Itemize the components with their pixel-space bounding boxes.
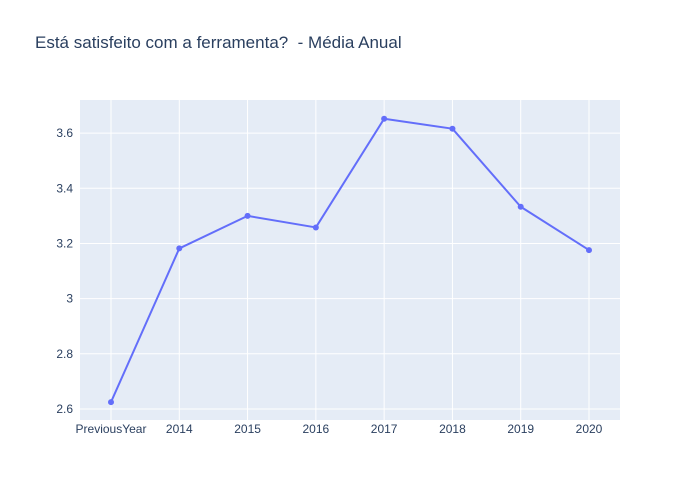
y-axis-ticks: 2.6 2.8 3 3.2 3.4 3.6 [56,126,73,416]
x-tick-label: 2018 [439,422,466,436]
x-tick-label: 2019 [507,422,534,436]
x-axis-ticks: PreviousYear 2014 2015 2016 2017 2018 2019 2020 [76,422,603,436]
y-tick-label: 2.8 [56,347,73,361]
chart-title: Está satisfeito com a ferramenta? - Médi… [35,33,402,52]
x-tick-label: 2020 [576,422,603,436]
data-point[interactable] [108,399,114,406]
x-tick-label: 2014 [166,422,193,436]
data-point[interactable] [449,125,456,132]
data-point[interactable] [312,224,319,231]
y-tick-label: 3.2 [56,236,73,250]
plot-area [80,100,620,420]
data-point[interactable] [381,115,388,122]
x-tick-label: 2017 [371,422,398,436]
x-tick-label: 2015 [234,422,261,436]
y-tick-label: 3.4 [56,181,73,195]
data-point[interactable] [244,212,251,219]
data-point[interactable] [176,245,183,252]
y-tick-label: 3 [66,292,73,306]
data-point[interactable] [517,203,524,210]
gridlines [80,100,620,420]
data-point[interactable] [586,247,592,254]
series-line [110,117,590,403]
x-tick-label: 2016 [303,422,330,436]
y-tick-label: 3.6 [56,126,73,140]
x-tick-label: PreviousYear [76,422,147,436]
y-tick-label: 2.6 [56,402,73,416]
series-markers [108,115,592,406]
